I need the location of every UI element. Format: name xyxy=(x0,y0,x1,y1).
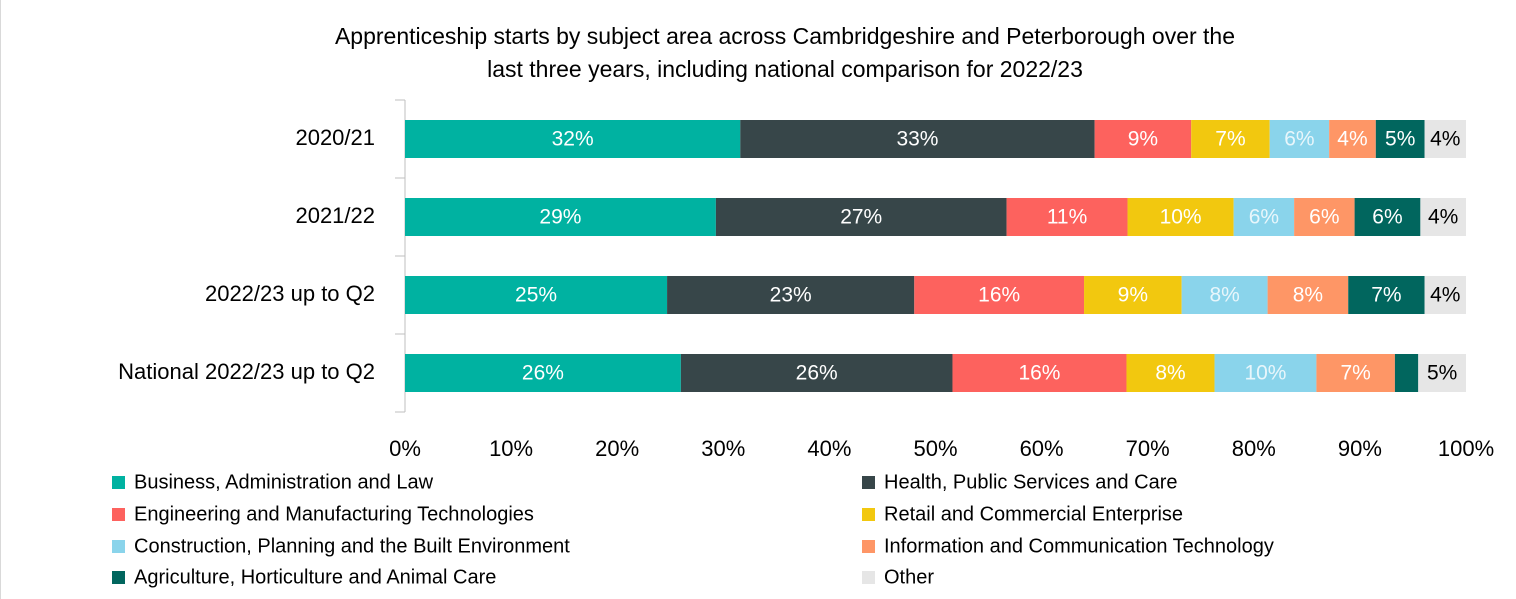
x-tick-label: 80% xyxy=(1232,436,1276,461)
legend-label: Business, Administration and Law xyxy=(134,471,434,493)
x-tick-label: 50% xyxy=(913,436,957,461)
bar-segment xyxy=(405,354,681,392)
y-tick-label: National 2022/23 up to Q2 xyxy=(118,359,375,384)
bar-segment xyxy=(667,276,915,314)
data-label: 33% xyxy=(896,128,938,151)
data-label: 25% xyxy=(515,284,557,307)
data-label: 6% xyxy=(1372,206,1402,229)
bar-segment xyxy=(715,198,1007,236)
bar-segment xyxy=(680,354,953,392)
x-tick-label: 40% xyxy=(807,436,851,461)
bar-segment xyxy=(1084,276,1182,314)
x-tick-label: 60% xyxy=(1020,436,1064,461)
x-tick-label: 30% xyxy=(701,436,745,461)
legend-swatch xyxy=(862,540,875,553)
data-label: 23% xyxy=(770,284,812,307)
bar-segment xyxy=(1126,354,1215,392)
x-tick-label: 100% xyxy=(1438,436,1494,461)
legend-swatch xyxy=(862,571,875,584)
data-label: 8% xyxy=(1293,284,1323,307)
data-label: 8% xyxy=(1155,362,1185,385)
bar-segment xyxy=(1094,120,1192,158)
bar-segment xyxy=(1329,120,1376,158)
data-label: 5% xyxy=(1427,362,1457,385)
data-label: 10% xyxy=(1160,206,1202,229)
bar-segment xyxy=(1316,354,1395,392)
bar-segment xyxy=(952,354,1127,392)
bar-segment xyxy=(1294,198,1355,236)
data-label: 6% xyxy=(1309,206,1339,229)
x-tick-label: 90% xyxy=(1338,436,1382,461)
legend-swatch xyxy=(112,476,125,489)
data-label: 6% xyxy=(1284,128,1314,151)
x-tick-label: 0% xyxy=(389,436,421,461)
bar-segment xyxy=(1006,198,1128,236)
bar-segment xyxy=(1191,120,1270,158)
data-label: 4% xyxy=(1337,128,1367,151)
data-label: 8% xyxy=(1209,284,1239,307)
bar-segment xyxy=(1348,276,1425,314)
legend-label: Health, Public Services and Care xyxy=(884,471,1177,493)
bar-segment xyxy=(1394,354,1419,392)
bar-segment xyxy=(405,276,668,314)
data-label: 11% xyxy=(1047,206,1087,229)
data-label: 9% xyxy=(1118,284,1148,307)
x-tick-label: 20% xyxy=(595,436,639,461)
y-tick-label: 2021/22 xyxy=(295,203,375,228)
bar-segment xyxy=(1424,276,1466,314)
chart-title: Apprenticeship starts by subject area ac… xyxy=(335,23,1235,49)
bar-segment xyxy=(1127,198,1234,236)
bar-segment xyxy=(405,198,716,236)
data-label: 10% xyxy=(1244,362,1286,385)
bar-segment xyxy=(1181,276,1268,314)
bar-segment xyxy=(1354,198,1421,236)
legend-label: Information and Communication Technology xyxy=(884,535,1274,557)
bar-segment xyxy=(1424,120,1466,158)
data-label: 26% xyxy=(522,362,564,385)
bar-segment xyxy=(1214,354,1317,392)
legend-label: Other xyxy=(884,566,934,588)
bar-segment xyxy=(1375,120,1425,158)
bar-segment xyxy=(740,120,1095,158)
data-label: 7% xyxy=(1371,284,1401,307)
legend-label: Engineering and Manufacturing Technologi… xyxy=(134,503,534,525)
data-label: 7% xyxy=(1215,128,1245,151)
legend-label: Retail and Commercial Enterprise xyxy=(884,503,1183,525)
x-tick-label: 70% xyxy=(1126,436,1170,461)
data-label: 4% xyxy=(1428,206,1458,229)
x-tick-label: 10% xyxy=(489,436,533,461)
data-label: 9% xyxy=(1128,128,1158,151)
data-label: 7% xyxy=(1340,362,1370,385)
bar-segment xyxy=(1269,120,1330,158)
legend-swatch xyxy=(112,508,125,521)
bar-segment xyxy=(1420,198,1466,236)
data-label: 5% xyxy=(1385,128,1415,151)
data-label: 4% xyxy=(1430,284,1460,307)
legend-swatch xyxy=(862,508,875,521)
bar-segment xyxy=(914,276,1085,314)
legend-label: Agriculture, Horticulture and Animal Car… xyxy=(134,566,496,588)
legend-swatch xyxy=(112,540,125,553)
data-label: 4% xyxy=(1430,128,1460,151)
data-label: 32% xyxy=(552,128,594,151)
chart-title: last three years, including national com… xyxy=(487,56,1083,82)
bar-segment xyxy=(1418,354,1466,392)
y-tick-label: 2020/21 xyxy=(295,125,375,150)
data-label: 27% xyxy=(840,206,882,229)
data-label: 29% xyxy=(539,206,581,229)
legend-label: Construction, Planning and the Built Env… xyxy=(134,535,570,557)
y-tick-label: 2022/23 up to Q2 xyxy=(205,281,375,306)
bar-segment xyxy=(405,120,741,158)
data-label: 6% xyxy=(1249,206,1279,229)
data-label: 16% xyxy=(1018,362,1060,385)
legend-swatch xyxy=(862,476,875,489)
legend-swatch xyxy=(112,571,125,584)
data-label: 16% xyxy=(978,284,1020,307)
bar-segment xyxy=(1233,198,1295,236)
data-label: 26% xyxy=(796,362,838,385)
bar-segment xyxy=(1267,276,1349,314)
